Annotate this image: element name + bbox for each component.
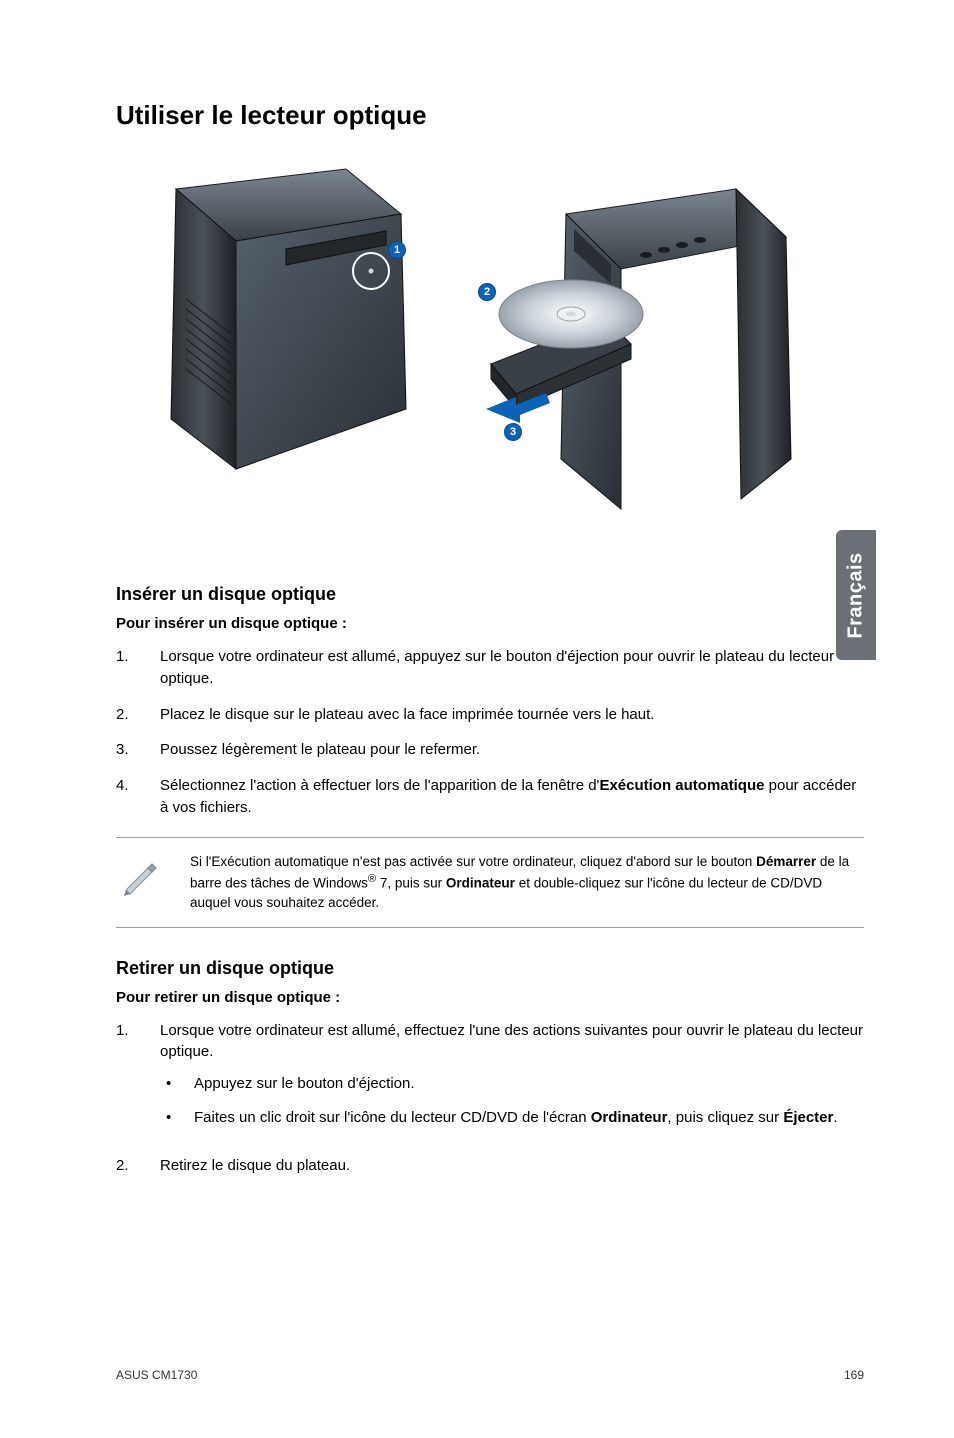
section-remove-lead: Pour retirer un disque optique : <box>116 989 864 1006</box>
footer-right: 169 <box>844 1368 864 1382</box>
step-body: Lorsque votre ordinateur est allumé, eff… <box>160 1020 864 1141</box>
note-block: Si l'Exécution automatique n'est pas act… <box>116 837 864 928</box>
section-remove-heading: Retirer un disque optique <box>116 958 864 979</box>
step-text: Lorsque votre ordinateur est allumé, eff… <box>160 1020 864 1064</box>
list-item: Poussez légèrement le plateau pour le re… <box>116 739 864 761</box>
callout-2: 2 <box>478 283 496 301</box>
sub-text: Faites un clic droit sur l'icône du lect… <box>194 1107 838 1129</box>
step-text: Sélectionnez l'action à effectuer lors d… <box>160 775 864 819</box>
tower-closed-svg <box>116 159 416 479</box>
language-tab: Français <box>836 530 876 660</box>
remove-steps: Lorsque votre ordinateur est allumé, eff… <box>116 1020 864 1177</box>
step-text: Retirez le disque du plateau. <box>160 1155 864 1177</box>
language-tab-label: Français <box>845 552 868 638</box>
sub-text: Appuyez sur le bouton d'éjection. <box>194 1073 415 1095</box>
step-text: Poussez légèrement le plateau pour le re… <box>160 739 864 761</box>
sub-list: Appuyez sur le bouton d'éjection. Faites… <box>160 1073 864 1129</box>
page-title: Utiliser le lecteur optique <box>116 100 864 131</box>
note-text: Si l'Exécution automatique n'est pas act… <box>190 852 864 913</box>
page-footer: ASUS CM1730 169 <box>116 1368 864 1382</box>
list-item: Appuyez sur le bouton d'éjection. <box>160 1073 864 1095</box>
note-icon <box>116 852 160 901</box>
footer-left: ASUS CM1730 <box>116 1368 197 1382</box>
list-item: Placez le disque sur le plateau avec la … <box>116 704 864 726</box>
tower-open-svg <box>456 159 796 519</box>
figure-tower-open: 2 3 <box>456 159 796 524</box>
insert-steps: Lorsque votre ordinateur est allumé, app… <box>116 646 864 819</box>
callout-3: 3 <box>504 423 522 441</box>
callout-1: 1 <box>388 241 406 259</box>
list-item: Faites un clic droit sur l'icône du lect… <box>160 1107 864 1129</box>
list-item: Sélectionnez l'action à effectuer lors d… <box>116 775 864 819</box>
list-item: Lorsque votre ordinateur est allumé, eff… <box>116 1020 864 1141</box>
page: Français Utiliser le lecteur optique <box>0 0 954 1438</box>
section-insert-lead: Pour insérer un disque optique : <box>116 615 864 632</box>
step-text: Placez le disque sur le plateau avec la … <box>160 704 864 726</box>
figure-tower-closed: 1 <box>116 159 416 484</box>
list-item: Retirez le disque du plateau. <box>116 1155 864 1177</box>
section-insert-heading: Insérer un disque optique <box>116 584 864 605</box>
list-item: Lorsque votre ordinateur est allumé, app… <box>116 646 864 690</box>
figures-row: 1 <box>116 159 864 524</box>
step-text: Lorsque votre ordinateur est allumé, app… <box>160 646 864 690</box>
